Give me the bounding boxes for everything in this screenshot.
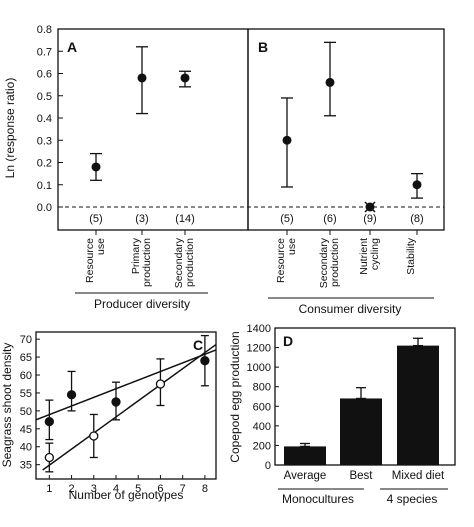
category-label-b: Stability: [405, 237, 417, 275]
y-tick-label-d: 800: [253, 382, 271, 394]
x-tick-label-c: 4: [113, 483, 119, 495]
data-point-a: [180, 73, 190, 83]
count-label-b: (6): [323, 213, 336, 225]
y-tick-label-c: 50: [20, 406, 32, 418]
category-label-a: Primaryproduction: [130, 237, 153, 287]
y-tick-label-a: 0.6: [37, 69, 52, 81]
y-tick-label-c: 35: [20, 460, 32, 472]
y-tick-label-a: 0.4: [37, 113, 52, 125]
data-point-b: [282, 135, 292, 145]
x-tick-label-c: 2: [68, 483, 74, 495]
y-tick-label-d: 200: [253, 440, 271, 452]
y-axis-label-d: Copepod egg production: [228, 331, 242, 462]
category-label-line: Secondary: [173, 237, 185, 288]
filled-point-c: [111, 397, 121, 407]
y-tick-label-d: 600: [253, 401, 271, 413]
filled-point-c: [200, 356, 210, 366]
bar-d: [340, 398, 382, 465]
four-species-label: 4 species: [387, 492, 438, 506]
y-tick-label-c: 45: [20, 424, 32, 436]
y-tick-label-a: 0.0: [37, 202, 52, 214]
panel-a-frame: [57, 28, 249, 231]
x-tick-label-c: 1: [46, 483, 52, 495]
category-label-line: Primary: [130, 237, 142, 274]
y-tick-label-c: 40: [20, 442, 32, 454]
count-label-b: (9): [363, 213, 376, 225]
y-axis-label-c: Seagrass shoot density: [0, 343, 14, 468]
y-tick-label-c: 55: [20, 388, 32, 400]
category-label-b: Nutrientcycling: [358, 238, 381, 275]
y-tick-label-d: 1000: [247, 362, 271, 374]
count-label-a: (3): [135, 213, 148, 225]
category-label-line: Stability: [405, 237, 417, 275]
y-tick-label-a: 0.7: [37, 46, 52, 58]
y-tick-label-a: 0.5: [37, 91, 52, 103]
category-label-a: Secondaryproduction: [173, 237, 196, 288]
bar-d: [397, 345, 439, 465]
open-point-c: [89, 431, 99, 441]
y-tick-label-c: 60: [20, 370, 32, 382]
y-tick-label-d: 400: [253, 421, 271, 433]
fit-line-c: [35, 349, 217, 421]
panel-c-letter: C: [193, 337, 203, 353]
x-tick-label-c: 6: [157, 483, 163, 495]
x-category-label-d: Best: [349, 470, 373, 482]
monocultures-label: Monocultures: [282, 492, 354, 506]
category-label-b: Secondaryproduction: [318, 237, 341, 288]
fit-line-c: [42, 343, 217, 471]
x-tick-label-c: 7: [180, 483, 186, 495]
panel-d-letter: D: [283, 333, 293, 349]
category-label-line: use: [286, 238, 298, 255]
nutrient-cross-2: [364, 201, 376, 213]
open-point-c: [44, 452, 54, 463]
y-tick-label-a: 0.8: [37, 24, 52, 36]
category-label-line: production: [141, 238, 153, 287]
consumer-group-label: Consumer diversity: [299, 302, 402, 316]
y-tick-label-d: 1200: [247, 343, 271, 355]
y-tick-label-a: 0.2: [37, 158, 52, 170]
open-point-c: [155, 379, 166, 389]
count-label-a: (5): [89, 213, 102, 225]
count-label-b: (8): [410, 213, 423, 225]
count-label-a: (14): [175, 213, 195, 225]
category-label-line: cycling: [369, 238, 381, 270]
category-label-line: production: [184, 238, 196, 287]
x-tick-label-c: 5: [135, 483, 141, 495]
data-point-a: [91, 162, 101, 172]
panel-c-frame: [35, 331, 217, 480]
category-label-line: Resource: [275, 238, 287, 283]
count-label-b: (5): [280, 213, 293, 225]
category-label-line: Nutrient: [358, 238, 370, 275]
y-tick-label-d: 1400: [247, 323, 271, 335]
panel-b-frame: [247, 28, 445, 231]
category-label-line: use: [95, 238, 107, 255]
panel-b-letter: B: [258, 39, 268, 55]
x-tick-label-c: 3: [91, 483, 97, 495]
data-point-a: [137, 73, 147, 83]
x-category-label-d: Average: [284, 470, 327, 482]
data-point-b: [325, 77, 335, 87]
y-axis-label-a: Ln (response ratio): [3, 78, 17, 179]
x-tick-label-c: 8: [202, 483, 208, 495]
x-axis-label-c: Number of genotypes: [69, 488, 184, 502]
category-label-b: Resourceuse: [275, 238, 298, 283]
y-tick-label-c: 70: [20, 334, 32, 346]
y-tick-label-d: 0: [265, 460, 271, 472]
panel-a-letter: A: [67, 39, 77, 55]
data-point-b: [412, 180, 422, 190]
bar-d: [284, 446, 326, 465]
y-tick-label-c: 65: [20, 352, 32, 364]
producer-group-label: Producer diversity: [94, 297, 190, 311]
category-label-line: production: [329, 238, 341, 287]
x-category-label-d: Mixed diet: [392, 470, 445, 482]
category-label-a: Resourceuse: [84, 238, 107, 283]
filled-point-c: [66, 390, 77, 400]
y-tick-label-a: 0.1: [37, 180, 52, 192]
filled-point-c: [44, 416, 54, 427]
y-tick-label-a: 0.3: [37, 135, 52, 147]
category-label-line: Secondary: [318, 237, 330, 288]
category-label-line: Resource: [84, 238, 96, 283]
